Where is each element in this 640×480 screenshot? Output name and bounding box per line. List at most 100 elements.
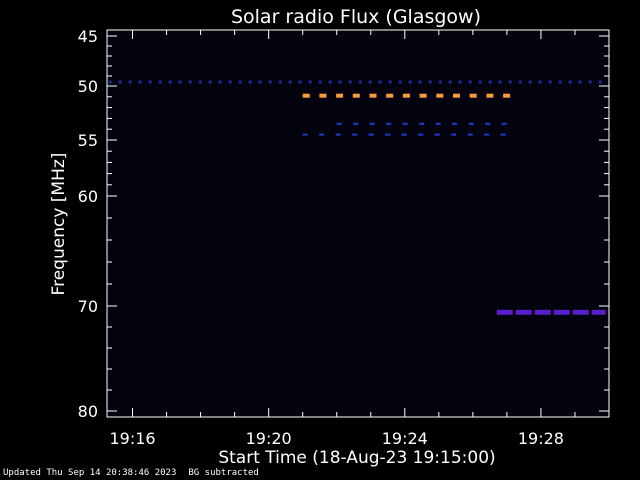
emission-mark <box>319 133 325 136</box>
y-tick-label: 60 <box>78 187 98 206</box>
emission-mark <box>368 80 372 84</box>
emission-mark <box>338 80 342 84</box>
emission-mark <box>368 133 374 136</box>
emission-mark <box>188 80 192 84</box>
emission-mark <box>418 133 424 136</box>
emission-mark <box>348 80 352 84</box>
emission-mark <box>419 122 425 125</box>
emission-mark <box>288 80 292 84</box>
emission-mark <box>498 80 502 84</box>
emission-mark <box>318 80 322 84</box>
x-tick-label: 19:24 <box>382 429 428 448</box>
emission-mark <box>548 80 552 84</box>
emission-mark <box>503 93 511 98</box>
emission-mark <box>468 122 474 125</box>
y-axis-label: Frequency [MHz] <box>49 153 69 296</box>
emission-mark <box>538 80 542 84</box>
chart-title: Solar radio Flux (Glasgow) <box>231 6 481 28</box>
x-tick-label: 19:28 <box>518 429 564 448</box>
emission-mark <box>278 80 282 84</box>
emission-mark <box>451 133 457 136</box>
emission-mark <box>401 133 407 136</box>
emission-mark <box>335 133 341 136</box>
emission-mark <box>369 93 377 98</box>
plot-frame <box>106 29 610 418</box>
emission-mark <box>302 133 308 136</box>
y-ticks: 45 50 55 60 70 80 <box>78 27 609 421</box>
plot-area <box>107 30 609 417</box>
emission-mark <box>208 80 212 84</box>
emission-mark <box>336 93 344 98</box>
emission-mark <box>518 80 522 84</box>
emission-mark <box>138 80 142 84</box>
emission-mark <box>591 309 606 315</box>
emission-mark <box>458 80 462 84</box>
axes <box>106 29 610 418</box>
emission-mark <box>319 93 327 98</box>
emission-mark <box>408 80 412 84</box>
x-tick-label: 19:16 <box>109 429 155 448</box>
emission-mark <box>108 80 112 84</box>
emission-mark <box>238 80 242 84</box>
emission-mark <box>328 80 332 84</box>
emission-mark <box>438 80 442 84</box>
emission-mark <box>484 133 490 136</box>
y-tick-label: 70 <box>78 297 98 316</box>
emission-mark <box>353 122 359 125</box>
emission-mark <box>478 80 482 84</box>
emission-mark <box>508 80 512 84</box>
emission-mark <box>568 80 572 84</box>
emission-mark <box>515 309 532 315</box>
emission-mark <box>572 309 589 315</box>
emission-mark <box>268 80 272 84</box>
emission-mark <box>553 309 570 315</box>
emission-mark <box>528 80 532 84</box>
emission-mark <box>402 122 408 125</box>
emission-mark <box>485 122 491 125</box>
emission-mark <box>228 80 232 84</box>
emission-mark <box>435 122 441 125</box>
emission-mark <box>588 80 592 84</box>
x-tick-label: 19:20 <box>246 429 292 448</box>
emission-mark <box>418 80 422 84</box>
emission-features <box>108 80 606 315</box>
emission-mark <box>168 80 172 84</box>
emission-mark <box>178 80 182 84</box>
emission-mark <box>598 80 602 84</box>
emission-mark <box>501 122 507 125</box>
emission-mark <box>308 80 312 84</box>
emission-mark <box>402 93 410 98</box>
emission-mark <box>218 80 222 84</box>
footer: Updated Thu Sep 14 20:38:46 2023 BG subtr… <box>3 468 271 478</box>
emission-mark <box>558 80 562 84</box>
y-tick-label: 55 <box>78 131 98 150</box>
emission-mark <box>578 80 582 84</box>
emission-mark <box>453 93 460 98</box>
emission-mark <box>488 80 492 84</box>
y-tick-label: 50 <box>78 77 98 96</box>
emission-mark <box>258 80 262 84</box>
emission-mark <box>419 93 427 98</box>
bg-subtracted-note: BG subtracted <box>188 468 259 478</box>
emission-mark <box>534 309 551 315</box>
emission-mark <box>118 80 122 84</box>
y-tick-label: 80 <box>78 402 98 421</box>
emission-mark <box>336 122 342 125</box>
emission-mark <box>452 122 458 125</box>
emission-mark <box>369 122 375 125</box>
emission-mark <box>469 93 477 98</box>
emission-mark <box>352 133 358 136</box>
emission-mark <box>248 80 252 84</box>
emission-mark <box>388 80 392 84</box>
emission-mark <box>158 80 162 84</box>
emission-mark <box>386 122 392 125</box>
emission-mark <box>302 93 310 98</box>
x-ticks: 19:16 19:20 19:24 19:28 <box>109 30 576 448</box>
emission-mark <box>436 93 444 98</box>
emission-mark <box>386 93 394 98</box>
x-axis-label: Start Time (18-Aug-23 19:15:00) <box>218 448 495 468</box>
emission-mark <box>468 80 472 84</box>
emission-mark <box>398 80 402 84</box>
emission-mark <box>434 133 440 136</box>
